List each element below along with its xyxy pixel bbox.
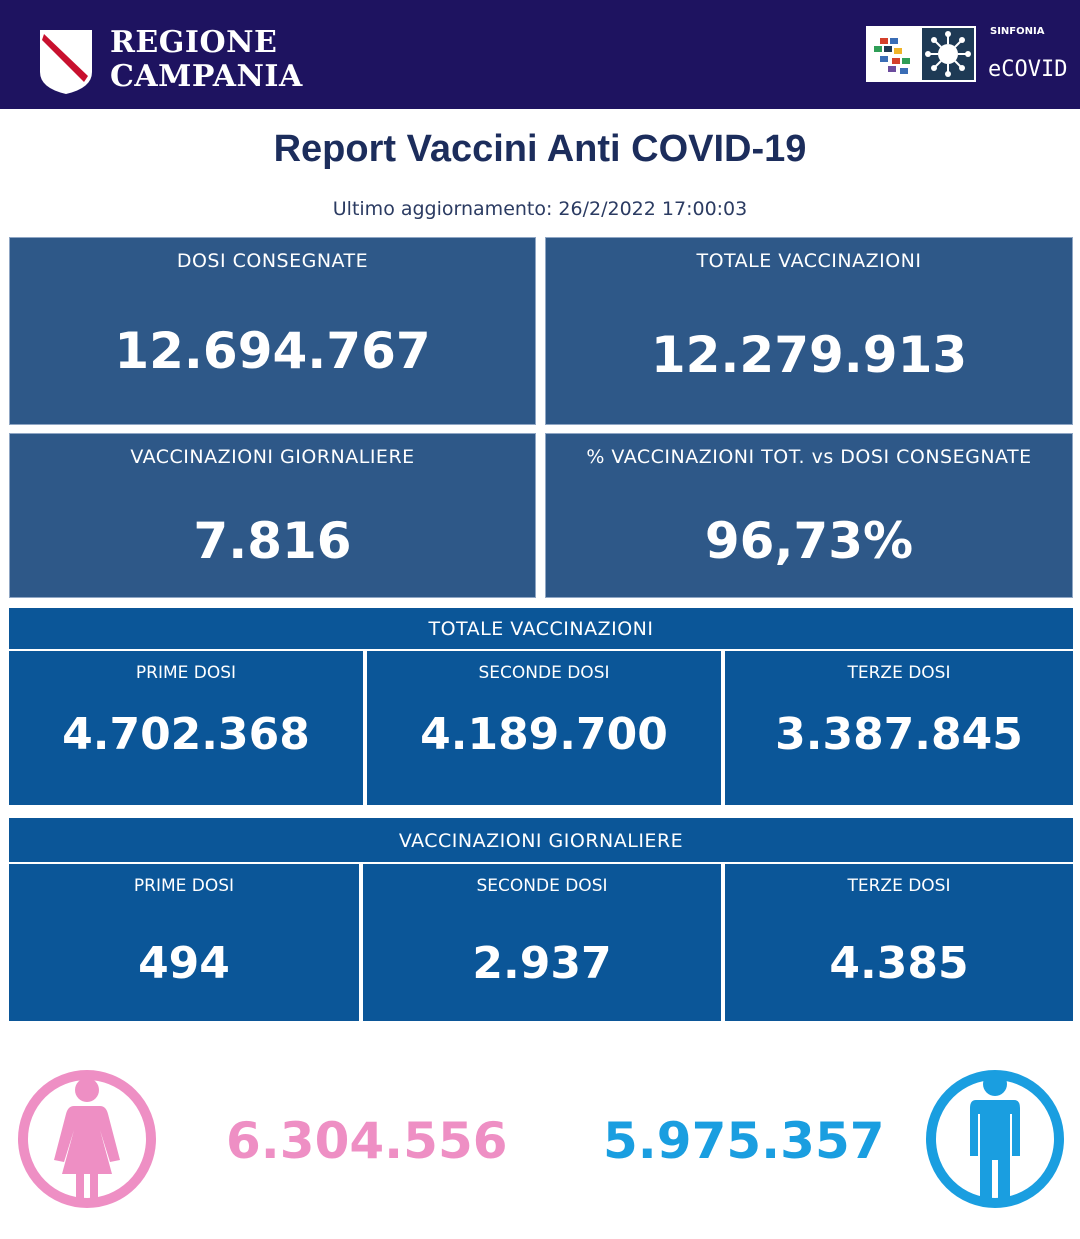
cell-value: 2.937 [472, 938, 612, 989]
cell-value: 4.702.368 [62, 709, 310, 760]
female-icon [18, 1070, 156, 1208]
header-bar: REGIONE CAMPANIA [0, 0, 1080, 109]
card-label: DOSI CONSEGNATE [176, 250, 369, 272]
cell-prime-dosi: PRIME DOSI 4.702.368 [9, 651, 365, 807]
cell-label: PRIME DOSI [133, 876, 235, 896]
section-divider [9, 862, 1073, 864]
campania-shield-icon [40, 30, 92, 94]
card-value: 12.694.767 [114, 322, 431, 380]
section-title: VACCINAZIONI GIORNALIERE [398, 830, 684, 852]
cell-label: TERZE DOSI [847, 876, 951, 896]
ecovid-logo [866, 26, 976, 82]
cell-prime-dosi: PRIME DOSI 494 [9, 864, 361, 1023]
card-percentuale: % VACCINAZIONI TOT. vs DOSI CONSEGNATE 9… [545, 433, 1073, 598]
male-count: 5.975.357 [603, 1112, 885, 1170]
sinfonia-label: SINFONIA [990, 26, 1045, 37]
card-label: TOTALE VACCINAZIONI [696, 250, 922, 272]
cell-terze-dosi: TERZE DOSI 4.385 [723, 864, 1073, 1023]
card-value: 12.279.913 [650, 326, 968, 384]
section-divider [9, 649, 1073, 651]
card-vaccinazioni-giornaliere: VACCINAZIONI GIORNALIERE 7.816 [9, 433, 536, 598]
virus-logo-icon [922, 28, 974, 80]
brand-logo: REGIONE CAMPANIA [110, 26, 303, 94]
section-vaccinazioni-giornaliere: VACCINAZIONI GIORNALIERE PRIME DOSI 494 … [9, 818, 1073, 1023]
cell-label: SECONDE DOSI [478, 663, 610, 683]
card-label: % VACCINAZIONI TOT. vs DOSI CONSEGNATE [586, 446, 1032, 468]
cell-seconde-dosi: SECONDE DOSI 2.937 [361, 864, 723, 1023]
cell-terze-dosi: TERZE DOSI 3.387.845 [723, 651, 1073, 807]
cell-label: SECONDE DOSI [476, 876, 608, 896]
section-totale-vaccinazioni: TOTALE VACCINAZIONI PRIME DOSI 4.702.368… [9, 608, 1073, 807]
card-value: 96,73% [704, 512, 914, 570]
ecovid-label: eCOVID [988, 57, 1068, 82]
card-dosi-consegnate: DOSI CONSEGNATE 12.694.767 [9, 237, 536, 425]
card-label: VACCINAZIONI GIORNALIERE [130, 446, 415, 468]
cell-label: TERZE DOSI [847, 663, 951, 683]
female-count: 6.304.556 [226, 1112, 508, 1170]
cell-value: 4.189.700 [420, 709, 668, 760]
brand-line1: REGIONE [110, 25, 278, 60]
last-update: Ultimo aggiornamento: 26/2/2022 17:00:03 [332, 198, 748, 220]
cell-label: PRIME DOSI [135, 663, 237, 683]
brand-line2: CAMPANIA [110, 59, 303, 94]
cell-value: 4.385 [829, 938, 969, 989]
cell-value: 494 [138, 938, 230, 989]
section-title: TOTALE VACCINAZIONI [428, 618, 654, 640]
page-title: Report Vaccini Anti COVID-19 [273, 128, 807, 170]
card-value: 7.816 [193, 512, 352, 570]
mosaic-logo-icon [874, 38, 910, 74]
male-icon [926, 1070, 1064, 1208]
card-totale-vaccinazioni: TOTALE VACCINAZIONI 12.279.913 [545, 237, 1073, 425]
cell-value: 3.387.845 [775, 709, 1023, 760]
cell-seconde-dosi: SECONDE DOSI 4.189.700 [365, 651, 723, 807]
